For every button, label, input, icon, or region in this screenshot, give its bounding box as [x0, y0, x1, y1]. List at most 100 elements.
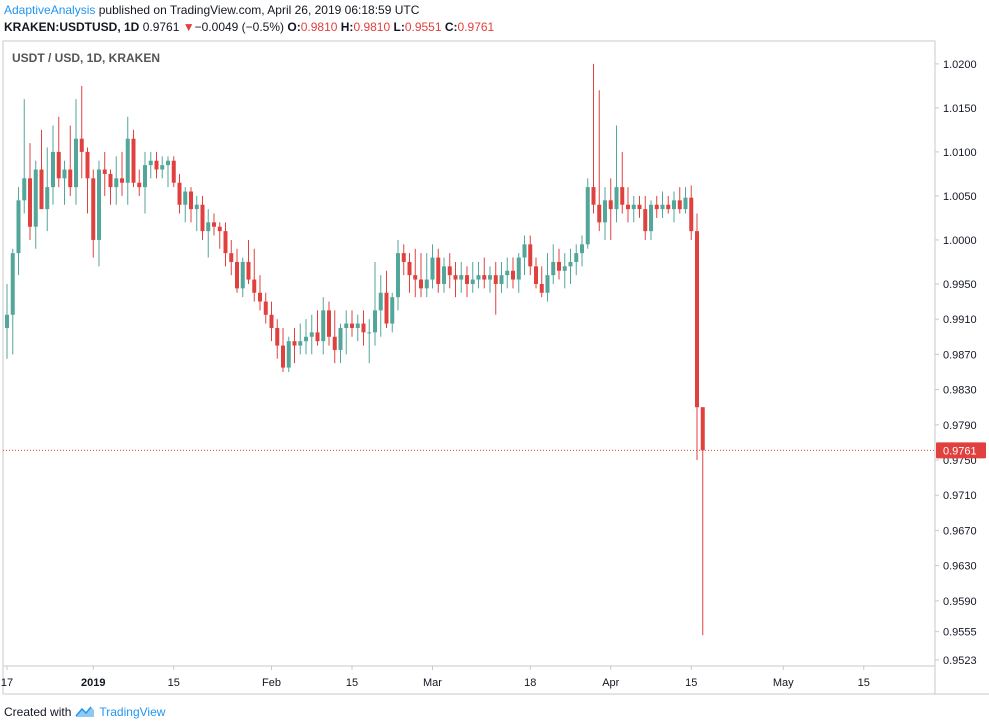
- candle-up[interactable]: [355, 323, 360, 328]
- candle-down[interactable]: [608, 200, 613, 210]
- candle-down[interactable]: [465, 275, 469, 284]
- candle-up[interactable]: [568, 261, 573, 267]
- candle-up[interactable]: [562, 266, 567, 271]
- candle-down[interactable]: [154, 160, 159, 170]
- candle-up[interactable]: [298, 341, 303, 346]
- candle-up[interactable]: [522, 244, 527, 258]
- candle-up[interactable]: [476, 275, 481, 280]
- candle-down[interactable]: [436, 257, 441, 284]
- candle-down[interactable]: [269, 314, 274, 328]
- candle-down[interactable]: [689, 197, 694, 232]
- candle-down[interactable]: [482, 275, 487, 280]
- candle-up[interactable]: [97, 169, 101, 240]
- candle-down[interactable]: [120, 178, 124, 183]
- candle-down[interactable]: [626, 204, 630, 210]
- candle-up[interactable]: [51, 151, 55, 188]
- candle-down[interactable]: [217, 226, 222, 232]
- candle-down[interactable]: [401, 253, 406, 262]
- candle-up[interactable]: [338, 327, 343, 350]
- candle-down[interactable]: [407, 261, 412, 276]
- candle-down[interactable]: [223, 231, 228, 254]
- candle-up[interactable]: [614, 187, 619, 210]
- author-link[interactable]: AdaptiveAnalysis: [4, 3, 96, 17]
- candle-down[interactable]: [275, 327, 280, 346]
- candle-down[interactable]: [212, 222, 216, 227]
- candle-down[interactable]: [189, 191, 193, 210]
- candle-up[interactable]: [442, 266, 446, 284]
- candle-down[interactable]: [131, 138, 136, 183]
- candle-up[interactable]: [344, 323, 349, 328]
- candle-down[interactable]: [108, 173, 113, 188]
- candle-down[interactable]: [235, 261, 239, 289]
- candle-down[interactable]: [557, 261, 561, 271]
- candle-down[interactable]: [102, 169, 107, 174]
- candle-up[interactable]: [148, 160, 153, 166]
- candle-up[interactable]: [488, 275, 492, 280]
- candle-down[interactable]: [258, 292, 262, 302]
- candle-up[interactable]: [373, 310, 377, 333]
- tradingview-logo-icon[interactable]: [75, 706, 95, 718]
- candle-down[interactable]: [79, 138, 84, 152]
- candle-down[interactable]: [332, 336, 337, 350]
- candle-up[interactable]: [160, 165, 165, 170]
- tradingview-link[interactable]: TradingView: [99, 705, 166, 719]
- candle-down[interactable]: [447, 266, 452, 276]
- candle-down[interactable]: [597, 204, 602, 223]
- candle-down[interactable]: [620, 187, 625, 205]
- candle-down[interactable]: [171, 160, 176, 183]
- candle-down[interactable]: [534, 266, 538, 284]
- candle-up[interactable]: [459, 275, 464, 280]
- candle-down[interactable]: [539, 283, 544, 293]
- candle-up[interactable]: [516, 257, 521, 280]
- candle-down[interactable]: [91, 178, 96, 240]
- candle-up[interactable]: [390, 297, 395, 324]
- candle-down[interactable]: [68, 169, 73, 188]
- candle-up[interactable]: [183, 191, 188, 205]
- candle-down[interactable]: [263, 301, 268, 315]
- candle-up[interactable]: [304, 336, 308, 342]
- candle-up[interactable]: [45, 187, 50, 210]
- candle-up[interactable]: [649, 204, 653, 232]
- candle-down[interactable]: [252, 279, 257, 293]
- candle-down[interactable]: [281, 345, 285, 368]
- candle-down[interactable]: [637, 204, 642, 210]
- candle-up[interactable]: [166, 160, 170, 166]
- time-axis[interactable]: 17 2019 15 Feb 15 Mar 18 Apr 15 May 15: [1, 666, 870, 689]
- candle-down[interactable]: [28, 178, 32, 227]
- candle-up[interactable]: [74, 138, 78, 188]
- candle-up[interactable]: [580, 244, 584, 254]
- candle-down[interactable]: [350, 323, 354, 328]
- candle-up[interactable]: [10, 253, 15, 315]
- candle-down[interactable]: [700, 407, 705, 451]
- candle-up[interactable]: [505, 270, 510, 276]
- candle-up[interactable]: [33, 169, 38, 227]
- candle-up[interactable]: [5, 314, 9, 328]
- candle-down[interactable]: [528, 244, 533, 267]
- candle-up[interactable]: [551, 261, 556, 276]
- candle-down[interactable]: [246, 261, 251, 280]
- candle-up[interactable]: [660, 204, 665, 210]
- candle-up[interactable]: [114, 178, 119, 188]
- candle-up[interactable]: [672, 200, 676, 210]
- candle-down[interactable]: [85, 151, 90, 179]
- candle-down[interactable]: [39, 169, 44, 210]
- candle-up[interactable]: [143, 165, 147, 188]
- candle-down[interactable]: [292, 341, 297, 346]
- candle-up[interactable]: [125, 138, 130, 183]
- candle-up[interactable]: [499, 275, 504, 284]
- candle-up[interactable]: [16, 200, 21, 254]
- candle-up[interactable]: [286, 341, 291, 368]
- price-axis[interactable]: 1.0200 1.0150 1.0100 1.0050 1.0000 0.9950 0.99…: [935, 59, 977, 667]
- candle-down[interactable]: [453, 275, 458, 280]
- candle-up[interactable]: [22, 178, 27, 201]
- candle-up[interactable]: [309, 332, 314, 337]
- candle-down[interactable]: [695, 231, 699, 408]
- candle-up[interactable]: [430, 257, 435, 280]
- candle-down[interactable]: [419, 279, 423, 289]
- candle-up[interactable]: [396, 253, 400, 298]
- candle-down[interactable]: [229, 253, 234, 262]
- candle-down[interactable]: [200, 204, 205, 232]
- candle-down[interactable]: [315, 332, 320, 342]
- candle-up[interactable]: [367, 332, 372, 334]
